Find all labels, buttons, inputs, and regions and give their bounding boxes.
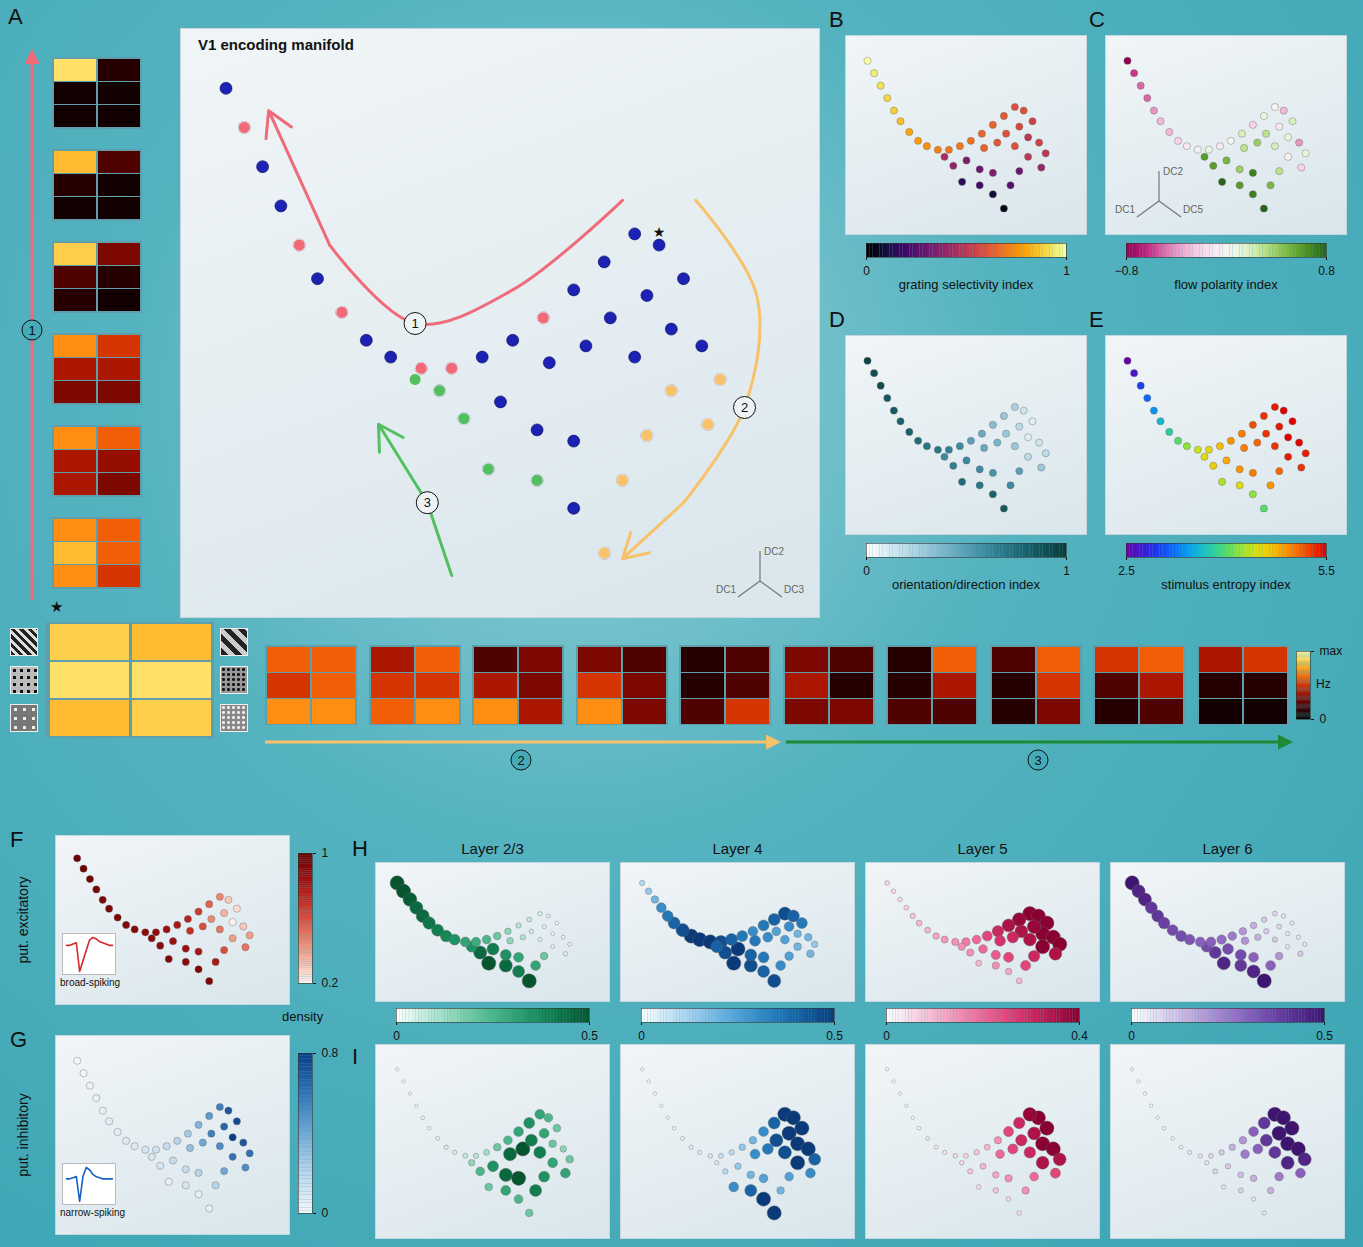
svg-text:1: 1 [1063, 564, 1070, 577]
html-text:F: F [10, 827, 24, 852]
svg-text:1: 1 [322, 846, 329, 860]
svg-text:0.5: 0.5 [581, 1029, 598, 1042]
html-text:narrow-spiking: narrow-spiking [60, 1207, 125, 1218]
svg-text:0: 0 [863, 264, 870, 277]
svg-text:DC3: DC3 [784, 584, 804, 595]
svg-text:2: 2 [517, 753, 524, 768]
svg-text:2: 2 [741, 400, 748, 415]
html-text:D: D [829, 307, 845, 332]
html-text:grating selectivity index: grating selectivity index [898, 277, 1034, 292]
svg-text:DC5: DC5 [1183, 204, 1203, 215]
svg-text:1: 1 [1063, 264, 1070, 277]
svg-text:0: 0 [883, 1029, 890, 1042]
html-text:Layer 5: Layer 5 [957, 840, 1008, 857]
html-text:flow polarity index: flow polarity index [1174, 277, 1278, 292]
svg-text:3: 3 [424, 495, 431, 510]
html-text:orientation/direction index: orientation/direction index [891, 577, 1041, 592]
svg-text:DC2: DC2 [1163, 166, 1183, 177]
svg-text:0: 0 [393, 1029, 400, 1042]
svg-text:0: 0 [638, 1029, 645, 1042]
svg-text:−0.8: −0.8 [1115, 264, 1139, 277]
html-text:broad-spiking: broad-spiking [60, 977, 120, 988]
svg-text:0: 0 [863, 564, 870, 577]
svg-text:0: 0 [1128, 1029, 1135, 1042]
svg-text:0.2: 0.2 [322, 976, 339, 990]
html-text:Layer 6: Layer 6 [1202, 840, 1253, 857]
svg-text:0.4: 0.4 [1071, 1029, 1088, 1042]
html-text:Layer 2/3: Layer 2/3 [461, 840, 524, 857]
svg-text:0.8: 0.8 [322, 1046, 339, 1060]
html-text:Hz: Hz [1316, 677, 1331, 691]
svg-text:1: 1 [411, 316, 418, 331]
html-text:B: B [829, 7, 844, 32]
svg-text:2.5: 2.5 [1118, 564, 1135, 577]
html-text:G: G [10, 1027, 28, 1052]
html-text:put. excitatory: put. excitatory [15, 876, 31, 964]
svg-text:5.5: 5.5 [1318, 564, 1335, 577]
svg-text:1: 1 [28, 323, 35, 338]
html-text:put. inhibitory: put. inhibitory [15, 1093, 31, 1177]
svg-text:max: max [1320, 644, 1343, 658]
html-text:H: H [352, 836, 368, 861]
svg-text:0: 0 [322, 1206, 329, 1220]
svg-text:0.5: 0.5 [1316, 1029, 1333, 1042]
svg-text:3: 3 [1034, 753, 1041, 768]
svg-text:0: 0 [1320, 712, 1327, 726]
html-text:C: C [1089, 7, 1105, 32]
html-text:A: A [8, 4, 23, 29]
html-text:V1 encoding manifold: V1 encoding manifold [198, 36, 354, 53]
html-text:stimulus entropy index: stimulus entropy index [1161, 577, 1291, 592]
svg-text:DC1: DC1 [1115, 204, 1135, 215]
svg-text:0.8: 0.8 [1318, 264, 1335, 277]
html-text:E: E [1089, 307, 1104, 332]
svg-text:DC2: DC2 [764, 546, 784, 557]
html-text:I: I [352, 1044, 359, 1069]
html-text:Layer 4: Layer 4 [712, 840, 763, 857]
svg-text:DC1: DC1 [716, 584, 736, 595]
svg-text:0.5: 0.5 [826, 1029, 843, 1042]
svg-text:★: ★ [653, 224, 666, 240]
html-text:density: density [282, 1009, 324, 1024]
